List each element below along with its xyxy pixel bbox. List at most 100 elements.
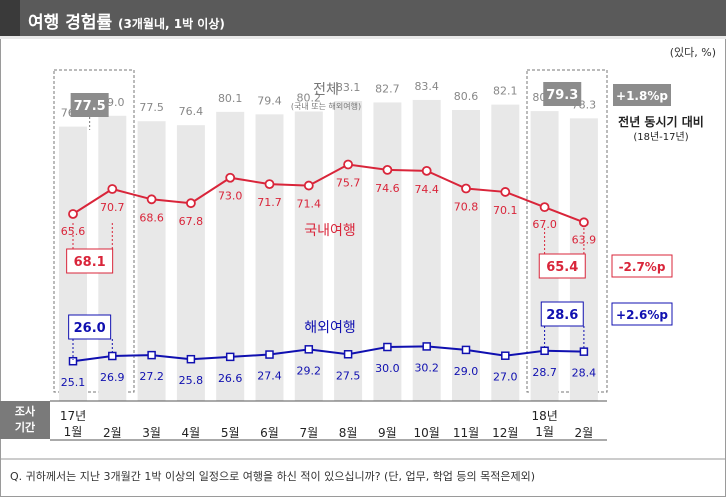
- overseas-value-label: 29.0: [454, 365, 479, 378]
- yoy-subtitle: (18년-17년): [633, 131, 688, 143]
- overseas-point: [265, 350, 274, 359]
- x-tick-label: 11월: [453, 426, 479, 440]
- overseas-value-label: 27.5: [336, 369, 361, 382]
- domestic-point: [579, 217, 589, 228]
- period-box-2018: [526, 69, 608, 393]
- avg-total-2017-label: 77.5: [74, 99, 106, 114]
- domestic-line: [72, 163, 585, 224]
- overseas-point: [383, 342, 392, 352]
- x-tick-label: 4월: [182, 426, 201, 440]
- domestic-value-label: 70.1: [493, 204, 518, 217]
- header-accent: [0, 36, 726, 39]
- yoy-total-label: +1.8%p: [616, 89, 668, 103]
- domestic-value-label: 71.7: [257, 196, 282, 209]
- title-subtitle: (3개월내, 1박 이상): [118, 17, 225, 31]
- overseas-point: [186, 354, 196, 364]
- header-bar: [0, 0, 726, 36]
- total-value-label: 79.4: [257, 94, 282, 107]
- domestic-point: [461, 183, 471, 194]
- total-value-label: 77.5: [139, 101, 164, 114]
- avg-domestic-2018-box: [538, 253, 586, 279]
- total-value-label: 82.7: [375, 82, 400, 95]
- total-series-sublabel: (국내 또는 해외여행): [291, 101, 361, 111]
- overseas-value-label: 27.4: [257, 370, 282, 383]
- overseas-point: [343, 350, 353, 359]
- total-series-name: 전체: [313, 82, 339, 98]
- yoy-overseas-box: [611, 302, 673, 326]
- total-bar: [452, 110, 480, 401]
- survey-question: Q. 귀하께서는 지난 3개월간 1박 이상의 일정으로 여행을 하신 적이 있…: [10, 470, 536, 483]
- total-bar: [373, 102, 402, 401]
- yoy-domestic-box: [611, 254, 673, 278]
- overseas-point: [68, 356, 78, 366]
- domestic-value-label: 71.4: [297, 198, 322, 211]
- x-tick-label: 5월: [221, 426, 240, 440]
- x-tick-label: 1월: [535, 425, 554, 439]
- x-tick-label: 8월: [339, 426, 358, 440]
- header-tab: [0, 0, 20, 36]
- domestic-point: [303, 180, 314, 191]
- domestic-point: [500, 187, 511, 197]
- survey-period-line-1: 조사: [14, 405, 36, 418]
- yoy-domestic-label: -2.7%p: [619, 260, 666, 274]
- domestic-value-label: 67.8: [179, 215, 204, 228]
- overseas-value-label: 25.8: [179, 374, 204, 387]
- yoy-overseas-label: +2.6%p: [616, 308, 668, 322]
- avg-overseas-2017-label: 26.0: [74, 321, 106, 336]
- overseas-value-label: 26.9: [100, 371, 125, 384]
- domestic-value-label: 67.0: [532, 218, 557, 231]
- page-title: 여행 경험률 (3개월내, 1박 이상): [28, 8, 225, 33]
- overseas-point: [501, 351, 510, 360]
- avg-overseas-2018-box: [540, 301, 584, 327]
- overseas-point: [304, 345, 314, 354]
- avg-total-2017-box: [70, 93, 109, 117]
- domestic-value-label: 63.9: [572, 233, 597, 246]
- x-year-label: 18년: [531, 409, 557, 423]
- total-value-label: 83.4: [414, 80, 439, 93]
- total-value-label: 80.6: [454, 90, 479, 103]
- x-year-label: 17년: [60, 409, 86, 423]
- overseas-value-label: 28.4: [572, 367, 597, 380]
- domestic-point: [382, 164, 393, 175]
- domestic-value-label: 74.6: [375, 182, 400, 195]
- total-value-label: 80.1: [218, 92, 243, 105]
- yoy-title: 전년 동시기 대비: [618, 114, 704, 129]
- avg-domestic-2017-label: 68.1: [74, 255, 106, 270]
- total-value-label: 82.1: [493, 85, 518, 98]
- overseas-value-label: 28.7: [532, 366, 557, 379]
- avg-domestic-2018-label: 65.4: [546, 260, 578, 275]
- total-value-label: 76.4: [179, 105, 204, 118]
- total-bar: [294, 111, 323, 401]
- domestic-point: [185, 198, 196, 209]
- domestic-point: [343, 159, 354, 170]
- x-tick-label: 1월: [64, 425, 83, 439]
- overseas-value-label: 26.6: [218, 372, 243, 385]
- avg-total-2018-box: [543, 82, 582, 106]
- overseas-point: [540, 346, 549, 356]
- survey-period-label: 조사 기간: [0, 401, 50, 439]
- domestic-series-name: 국내여행: [304, 223, 356, 239]
- x-tick-label: 12월: [492, 426, 518, 440]
- x-tick-label: 3월: [142, 426, 161, 440]
- domestic-point: [539, 202, 550, 213]
- overseas-value-label: 27.2: [139, 370, 164, 383]
- domestic-value-label: 74.4: [414, 183, 439, 196]
- total-value-label: 83.1: [336, 81, 361, 94]
- yoy-total-box: [613, 84, 671, 106]
- x-tick-label: 10월: [414, 426, 440, 440]
- overseas-point: [225, 352, 235, 362]
- overseas-value-label: 25.1: [61, 376, 86, 389]
- domestic-point: [68, 209, 78, 219]
- domestic-point: [421, 165, 432, 176]
- overseas-point: [422, 342, 431, 351]
- domestic-point: [146, 194, 157, 205]
- avg-overseas-2017-box: [68, 314, 112, 340]
- domestic-value-label: 70.8: [454, 201, 479, 214]
- domestic-value-label: 73.0: [218, 190, 243, 203]
- x-tick-label: 2월: [575, 426, 594, 440]
- overseas-value-label: 29.2: [297, 364, 322, 377]
- domestic-point: [107, 184, 118, 194]
- avg-total-2018-label: 79.3: [546, 88, 578, 103]
- domestic-value-label: 75.7: [336, 177, 361, 190]
